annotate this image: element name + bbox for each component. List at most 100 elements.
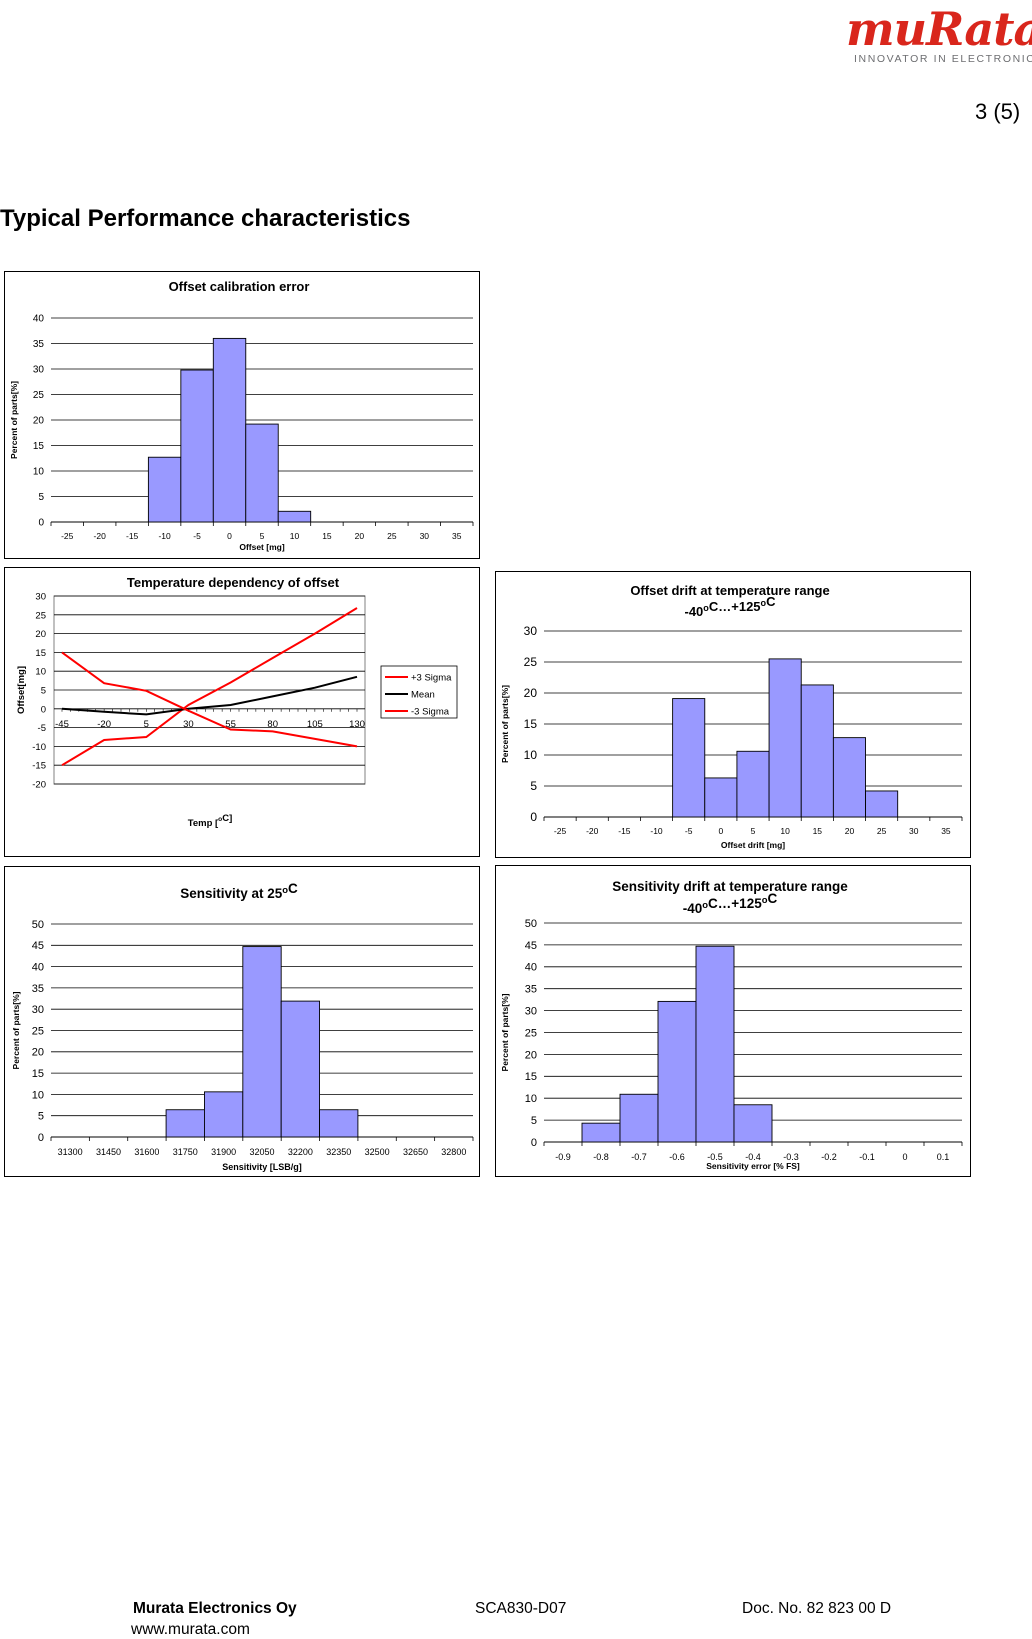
y-tick-label: 0 xyxy=(531,1137,537,1149)
footer-doc-no: Doc. No. 82 823 00 D xyxy=(742,1600,892,1617)
y-tick-label: 50 xyxy=(32,919,44,931)
y-tick-label: 10 xyxy=(525,1093,537,1105)
x-tick-label: -0.2 xyxy=(821,1152,837,1162)
x-axis-label: Temp [oC] xyxy=(188,813,233,829)
x-tick-label: 0 xyxy=(718,826,723,836)
y-axis-label: Percent of parts[%] xyxy=(500,993,510,1071)
x-tick-label: 5 xyxy=(751,826,756,836)
x-tick-label: 31300 xyxy=(58,1147,83,1157)
y-tick-label: 15 xyxy=(525,1071,537,1083)
y-tick-label: 10 xyxy=(33,467,45,478)
x-tick-label: -20 xyxy=(586,826,599,836)
y-tick-label: 25 xyxy=(32,1025,44,1037)
x-tick-label: -5 xyxy=(685,826,693,836)
y-tick-label: 5 xyxy=(531,1115,537,1127)
x-tick-label: -0.5 xyxy=(707,1152,723,1162)
y-tick-label: 5 xyxy=(41,686,46,697)
chart-title: Sensitivity at 25oC xyxy=(180,881,298,901)
y-tick-label: 30 xyxy=(525,1005,537,1017)
legend-label: Mean xyxy=(411,690,435,701)
y-tick-label: 0 xyxy=(41,704,46,715)
chart-title: Temperature dependency of offset xyxy=(127,575,340,590)
x-tick-label: 20 xyxy=(845,826,855,836)
chart-sensitivity-at-25c: Sensitivity at 25oC 0 5 10 15 20 25 30 35 40 45 50 3… xyxy=(4,866,480,1177)
x-tick-label: 55 xyxy=(225,719,236,730)
x-tick-label: -0.3 xyxy=(783,1152,799,1162)
x-tick-label: 32650 xyxy=(403,1147,428,1157)
y-tick-label: 40 xyxy=(32,961,44,973)
x-tick-label: 31450 xyxy=(96,1147,121,1157)
y-tick-label: 45 xyxy=(32,940,44,952)
footer-website[interactable]: www.murata.com xyxy=(131,1621,250,1638)
x-tick-label: 0.1 xyxy=(937,1152,950,1162)
y-axis-label: Offset[mg] xyxy=(16,666,27,714)
footer-product: SCA830-D07 xyxy=(475,1600,567,1617)
bar xyxy=(165,1109,205,1138)
y-tick-label: 25 xyxy=(524,655,538,669)
y-tick-label: 15 xyxy=(524,717,538,731)
series-line xyxy=(61,651,358,748)
y-tick-label: 10 xyxy=(32,1089,44,1101)
x-tick-label: 80 xyxy=(267,719,278,730)
bar xyxy=(242,946,282,1138)
x-tick-label: -5 xyxy=(193,531,201,541)
x-tick-label: -45 xyxy=(55,719,69,730)
x-tick-label: -20 xyxy=(94,531,107,541)
y-tick-label: 30 xyxy=(35,592,46,603)
chart-temperature-dependency-of-offset: Temperature dependency of offset -20 -15 -1… xyxy=(4,567,480,857)
y-axis-label: Percent of parts[%] xyxy=(500,685,510,763)
chart-subtitle: -40oC…+125oC xyxy=(685,594,777,619)
x-tick-label: -25 xyxy=(554,826,567,836)
x-tick-label: -20 xyxy=(97,719,111,730)
x-tick-label: 32800 xyxy=(441,1147,466,1157)
y-tick-label: 40 xyxy=(33,314,45,325)
x-tick-label: 15 xyxy=(322,531,332,541)
x-tick-label: 32350 xyxy=(326,1147,351,1157)
y-tick-label: 25 xyxy=(525,1027,537,1039)
y-tick-label: 0 xyxy=(530,810,537,824)
x-tick-label: 35 xyxy=(452,531,462,541)
x-tick-label: 35 xyxy=(941,826,951,836)
legend-box xyxy=(380,665,458,719)
y-tick-label: 0 xyxy=(38,1132,44,1144)
chart-offset-calibration-error: Offset calibration error 0 5 10 15 20 25 30 35 40… xyxy=(4,271,480,559)
x-tick-label: 0 xyxy=(227,531,232,541)
series-line xyxy=(61,607,358,767)
x-tick-label: -10 xyxy=(650,826,663,836)
x-tick-label: -15 xyxy=(618,826,631,836)
bar xyxy=(147,456,182,523)
x-axis-label: Sensitivity error [% FS] xyxy=(706,1161,800,1171)
chart-offset-drift: Offset drift at temperature range -40oC…+… xyxy=(495,571,971,858)
y-tick-label: 25 xyxy=(33,390,45,401)
y-tick-label: 35 xyxy=(32,983,44,995)
page-number: 3 (5) xyxy=(975,99,1021,124)
y-axis-label: Percent of parts[%] xyxy=(9,381,19,459)
x-tick-label: 31600 xyxy=(134,1147,159,1157)
chart-sensitivity-drift: Sensitivity drift at temperature range -4… xyxy=(495,865,971,1177)
x-tick-label: 25 xyxy=(387,531,397,541)
chart-svg: Sensitivity at 25oC 0 5 10 15 20 25 30 35 40 45 50 3… xyxy=(11,881,474,1172)
x-tick-label: 5 xyxy=(260,531,265,541)
y-tick-label: 30 xyxy=(32,1004,44,1016)
x-axis-label: Offset drift [mg] xyxy=(721,840,785,850)
y-tick-label: 40 xyxy=(525,962,537,974)
bar xyxy=(832,737,866,818)
bar xyxy=(695,945,735,1143)
chart-svg: Sensitivity drift at temperature range-4… xyxy=(500,879,963,1171)
bar xyxy=(800,684,834,818)
y-tick-label: 10 xyxy=(524,748,538,762)
y-tick-label: 20 xyxy=(524,686,538,700)
x-tick-label: -0.4 xyxy=(745,1152,761,1162)
y-tick-label: -5 xyxy=(38,723,46,734)
y-tick-label: -10 xyxy=(32,742,46,753)
y-tick-label: 30 xyxy=(524,624,538,638)
x-tick-label: 32500 xyxy=(365,1147,390,1157)
x-tick-label: 130 xyxy=(349,719,365,730)
bar xyxy=(768,658,802,818)
y-axis-label: Percent of parts[%] xyxy=(11,991,21,1069)
series-line xyxy=(61,675,358,716)
brand-tagline: INNOVATOR IN ELECTRONICS xyxy=(854,53,1032,65)
y-tick-label: 50 xyxy=(525,918,537,930)
y-tick-label: 35 xyxy=(525,984,537,996)
legend: +3 Sigma Mean -3 Sigma xyxy=(380,665,458,719)
